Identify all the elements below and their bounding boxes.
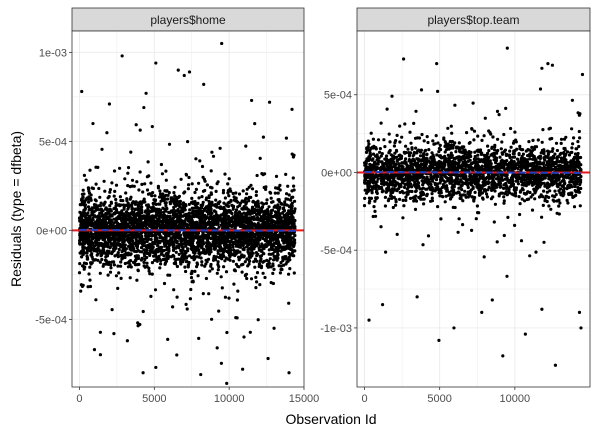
outlier-point [540, 66, 544, 70]
lines-home [72, 228, 304, 232]
outlier-point [550, 63, 555, 67]
x-axis-home: 0 5000 10000 15000 [76, 387, 319, 405]
y-tick-label: 5e-04 [39, 136, 67, 148]
x-axis-top-team: 0 5000 10000 [361, 387, 530, 405]
y-tick-label: 0e+00 [36, 225, 67, 237]
panel-border-home [71, 30, 305, 388]
smooth-trend-line [79, 228, 296, 232]
outlier-point [437, 338, 441, 342]
outlier-point [175, 353, 179, 357]
plot-area-top-team [357, 31, 590, 387]
residual-points [77, 122, 297, 385]
outlier-point [435, 62, 439, 66]
outlier-point [287, 371, 291, 375]
x-tick-label: 5000 [142, 393, 166, 405]
outlier-point [176, 68, 180, 72]
x-tick-label: 10000 [500, 393, 531, 405]
outlier-point [452, 326, 456, 330]
residual-points [362, 87, 583, 278]
outlier-point [290, 107, 294, 111]
outlier-point [501, 354, 505, 358]
panel-players-home: players$home -5e-04 0e+00 5e-04 1e-03 0 5000… [35, 7, 319, 405]
x-tick-label: 10000 [214, 393, 245, 405]
outlier-point [199, 372, 203, 377]
points-top-team [362, 46, 585, 367]
x-tick-label: 0 [361, 393, 367, 405]
x-tick-label: 15000 [289, 393, 320, 405]
outlier-point [120, 54, 124, 58]
y-tick-label: 5e-04 [324, 90, 352, 102]
outlier-point [202, 82, 206, 86]
outlier-point [553, 363, 558, 367]
panel-border-top-team [356, 30, 591, 388]
outlier-point [215, 346, 219, 350]
outlier-point [154, 365, 158, 370]
outlier-point [402, 57, 406, 61]
outlier-point [154, 61, 158, 65]
strip-title-top-team: players$top.team [427, 13, 519, 27]
outlier-point [480, 310, 484, 314]
gridlines-top-team [357, 31, 590, 387]
outlier-point [267, 100, 272, 104]
y-tick-label: -1e-03 [320, 323, 352, 335]
outlier-point [182, 73, 186, 78]
y-tick-label: 0e+00 [321, 167, 352, 179]
outlier-point [187, 70, 192, 74]
x-axis-title: Observation Id [285, 411, 376, 427]
outlier-point [241, 367, 245, 371]
y-axis-top-team: -1e-03 -5e-04 0e+00 5e-04 [320, 90, 357, 335]
outlier-point [250, 98, 254, 103]
outlier-point [220, 41, 224, 46]
outlier-point [91, 121, 95, 126]
outlier-point [107, 102, 112, 106]
panel-players-top-team: players$top.team -1e-03-5e-040e+005e-04 … [320, 7, 591, 405]
outlier-point [80, 89, 84, 94]
outlier-point [523, 332, 527, 336]
outlier-point [272, 326, 276, 330]
outlier-point [579, 326, 583, 330]
outlier-point [141, 371, 145, 375]
lines-top-team [357, 170, 590, 174]
outlier-point [580, 72, 585, 77]
outlier-point [505, 46, 509, 50]
x-tick-label: 0 [76, 393, 82, 405]
smooth-trend-line [364, 170, 581, 174]
outlier-point [577, 310, 582, 314]
points-home [77, 41, 297, 385]
outlier-point [415, 295, 419, 299]
outlier-point [490, 298, 494, 302]
outlier-point [144, 91, 148, 95]
outlier-point [142, 105, 146, 110]
y-tick-label: -5e-04 [35, 314, 67, 326]
y-axis-home: -5e-04 0e+00 5e-04 1e-03 [35, 47, 72, 326]
outlier-point [540, 307, 544, 311]
y-axis-title: Residuals (type = dfbeta) [8, 131, 24, 287]
outlier-point [266, 356, 270, 361]
outlier-point [112, 332, 116, 336]
x-tick-label: 5000 [427, 393, 451, 405]
outlier-point [546, 62, 550, 66]
strip-title-home: players$home [150, 13, 226, 27]
y-tick-label: -5e-04 [320, 245, 352, 257]
outlier-point [367, 318, 371, 322]
y-tick-label: 1e-03 [39, 47, 67, 59]
outlier-point [380, 303, 385, 307]
outlier-point [125, 339, 129, 343]
outlier-point [92, 348, 97, 352]
